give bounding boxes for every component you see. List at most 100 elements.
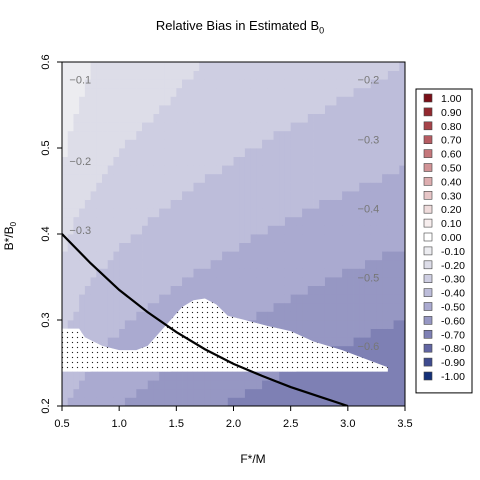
heatmap-cell: [382, 139, 389, 149]
heatmap-cell: [124, 173, 131, 183]
legend-swatch: [423, 302, 433, 311]
heatmap-cell: [62, 139, 69, 149]
heatmap-cell: [324, 113, 332, 123]
heatmap-cell: [204, 199, 212, 209]
heatmap-cell: [96, 165, 103, 175]
heatmap-cell: [182, 191, 189, 200]
heatmap-cell: [342, 328, 349, 338]
heatmap-cell: [102, 328, 109, 338]
heatmap-cell: [164, 156, 172, 166]
heatmap-cell: [170, 165, 177, 175]
heatmap-cell: [330, 79, 337, 89]
heatmap-cell: [113, 96, 120, 106]
heatmap-cell: [142, 79, 149, 89]
heatmap-cell: [370, 139, 377, 149]
heatmap-cell: [79, 311, 86, 321]
heatmap-cell: [319, 165, 326, 175]
heatmap-cell: [353, 62, 360, 71]
heatmap-cell: [382, 354, 389, 364]
heatmap-cell: [330, 148, 337, 157]
heatmap-cell: [399, 96, 405, 106]
heatmap-cell: [364, 139, 372, 149]
heatmap-cell: [267, 259, 274, 269]
heatmap-cell: [262, 62, 269, 71]
heatmap-cell: [244, 79, 252, 89]
heatmap-cell: [227, 251, 234, 261]
heatmap-cell: [113, 182, 120, 192]
heatmap-cell: [399, 259, 405, 269]
heatmap-cell: [313, 173, 320, 183]
heatmap-cell: [113, 388, 120, 398]
heatmap-cell: [193, 199, 200, 209]
heatmap-cell: [330, 70, 337, 80]
heatmap-cell: [222, 113, 229, 123]
heatmap-cell: [267, 148, 274, 157]
heatmap-cell: [62, 294, 69, 304]
legend-label: 0.30: [441, 190, 462, 202]
heatmap-cell: [142, 199, 149, 209]
heatmap-cell: [216, 96, 223, 106]
heatmap-cell: [399, 156, 405, 166]
heatmap-cell: [164, 234, 172, 243]
heatmap-cell: [284, 113, 292, 123]
heatmap-cell: [290, 259, 297, 269]
heatmap-cell: [102, 79, 109, 89]
heatmap-cell: [376, 70, 383, 80]
heatmap-cell: [262, 216, 269, 226]
heatmap-cell: [336, 122, 343, 132]
heatmap-cell: [227, 234, 234, 243]
heatmap-cell: [307, 208, 314, 218]
heatmap-cell: [130, 122, 137, 132]
heatmap-cell: [113, 380, 120, 390]
heatmap-cell: [119, 380, 126, 390]
heatmap-cell: [222, 70, 229, 80]
heatmap-cell: [273, 139, 280, 149]
heatmap-cell: [62, 208, 69, 218]
heatmap-cell: [250, 371, 257, 381]
heatmap-cell: [376, 388, 383, 398]
heatmap-cell: [324, 388, 332, 398]
heatmap-cell: [102, 96, 109, 106]
heatmap-cell: [353, 148, 360, 157]
heatmap-cell: [382, 277, 389, 286]
heatmap-cell: [210, 371, 217, 381]
heatmap-cell: [142, 139, 149, 149]
heatmap-cell: [307, 320, 314, 329]
heatmap-cell: [84, 208, 91, 218]
heatmap-cell: [73, 320, 80, 329]
heatmap-cell: [279, 277, 286, 286]
heatmap-cell: [370, 294, 377, 304]
heatmap-cell: [250, 105, 257, 114]
heatmap-cell: [153, 113, 160, 123]
x-axis-label: F*/M: [240, 452, 266, 466]
heatmap-cell: [307, 148, 314, 157]
heatmap-cell: [319, 156, 326, 166]
heatmap-cell: [67, 148, 74, 157]
heatmap-cell: [176, 79, 183, 89]
heatmap-cell: [393, 277, 400, 286]
heatmap-cell: [267, 388, 274, 398]
heatmap-cell: [84, 199, 91, 209]
heatmap-cell: [193, 165, 200, 175]
heatmap-cell: [336, 328, 343, 338]
heatmap-cell: [330, 216, 337, 226]
heatmap-cell: [313, 208, 320, 218]
heatmap-cell: [124, 139, 131, 149]
heatmap-cell: [159, 234, 166, 243]
heatmap-cell: [187, 70, 194, 80]
heatmap-cell: [256, 199, 263, 209]
heatmap-cell: [353, 191, 360, 200]
heatmap-cell: [364, 79, 372, 89]
heatmap-cell: [359, 62, 366, 71]
heatmap-cell: [210, 251, 217, 261]
heatmap-cell: [284, 371, 292, 381]
heatmap-cell: [227, 242, 234, 252]
heatmap-cell: [330, 105, 337, 114]
heatmap-cell: [170, 148, 177, 157]
heatmap-cell: [324, 216, 332, 226]
heatmap-cell: [359, 156, 366, 166]
heatmap-cell: [84, 182, 91, 192]
heatmap-cell: [279, 302, 286, 312]
heatmap-cell: [159, 380, 166, 390]
heatmap-cell: [199, 371, 206, 381]
